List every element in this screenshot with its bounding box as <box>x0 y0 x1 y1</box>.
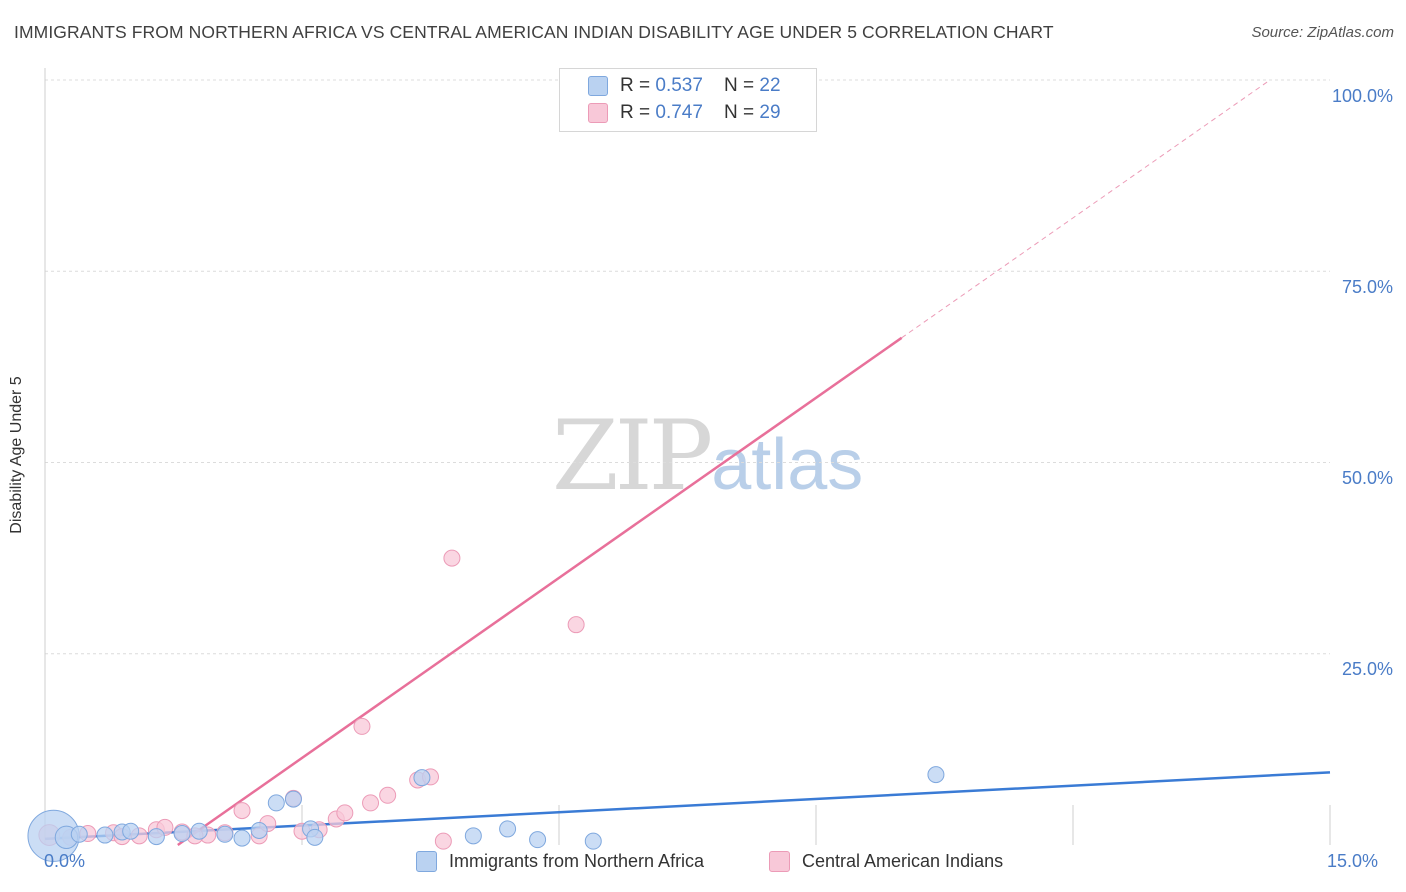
data-point-blue <box>173 825 191 843</box>
bottom-legend-swatch-pink <box>769 851 790 872</box>
data-point-blue <box>147 828 165 846</box>
data-point-blue <box>284 790 302 808</box>
data-point-blue <box>413 769 431 787</box>
legend-n-label: N = <box>724 102 760 123</box>
data-point-blue <box>927 766 945 784</box>
watermark-atlas: atlas <box>711 425 864 505</box>
data-point-blue <box>499 820 517 838</box>
y-tick-label-50: 50.0% <box>1341 468 1393 488</box>
bottom-legend-label-blue: Immigrants from Northern Africa <box>449 851 705 871</box>
legend-r-value-blue: 0.537 <box>655 75 703 96</box>
correlation-legend: R = 0.537 N = 22 R = 0.747 N = 29 <box>559 68 817 132</box>
bottom-legend-pink: Central American Indians <box>769 851 1003 872</box>
data-point-blue <box>122 822 140 840</box>
bottom-legend-blue: Immigrants from Northern Africa <box>416 851 704 872</box>
data-point-blue <box>267 794 285 812</box>
data-point-blue <box>306 828 324 846</box>
trend-line-pink <box>177 336 903 847</box>
y-tick-label-100: 100.0% <box>1331 86 1393 106</box>
data-point-pink <box>567 616 585 634</box>
data-point-pink <box>353 717 371 735</box>
data-point-blue <box>584 832 602 850</box>
data-point-blue <box>190 822 208 840</box>
y-tick-label-75: 75.0% <box>1341 277 1393 297</box>
data-point-pink <box>443 549 461 567</box>
y-axis-label: Disability Age Under 5 <box>8 376 25 534</box>
data-point-blue <box>70 825 88 843</box>
legend-n-label: N = <box>724 75 760 96</box>
data-point-blue <box>233 829 251 847</box>
legend-swatch-blue <box>588 76 608 96</box>
x-tick-label-max: 15.0% <box>1327 851 1379 871</box>
data-point-blue <box>464 827 482 845</box>
x-tick-label-min: 0.0% <box>44 851 86 871</box>
bottom-legend-swatch-blue <box>416 851 437 872</box>
legend-row-blue: R = 0.537 N = 22 <box>588 73 781 99</box>
watermark: ZIPatlas <box>552 400 863 512</box>
chart-title: IMMIGRANTS FROM NORTHERN AFRICA VS CENTR… <box>14 22 1054 42</box>
data-point-blue <box>96 826 114 844</box>
data-point-blue <box>529 831 547 849</box>
data-point-pink <box>434 832 452 850</box>
data-point-pink <box>362 794 380 812</box>
legend-row-pink: R = 0.747 N = 29 <box>588 100 781 126</box>
source-label: Source: ZipAtlas.com <box>1251 24 1394 41</box>
points-layer <box>27 71 945 862</box>
legend-swatch-pink <box>588 103 608 123</box>
data-point-pink <box>233 802 251 820</box>
data-point-pink <box>379 786 397 804</box>
legend-r-label: R = <box>620 102 656 123</box>
y-tick-label-25: 25.0% <box>1341 659 1393 679</box>
watermark-zip: ZIP <box>552 400 713 512</box>
data-point-pink <box>336 804 354 822</box>
legend-n-value-pink: 29 <box>759 102 781 123</box>
legend-r-value-pink: 0.747 <box>655 102 703 123</box>
data-point-blue <box>216 825 234 843</box>
bottom-legend-label-pink: Central American Indians <box>802 851 1004 871</box>
legend-r-label: R = <box>620 75 656 96</box>
trend-line-pink-extension <box>901 79 1271 339</box>
legend-n-value-blue: 22 <box>759 75 781 96</box>
grid-layer <box>44 68 1331 845</box>
data-point-blue <box>250 821 268 839</box>
